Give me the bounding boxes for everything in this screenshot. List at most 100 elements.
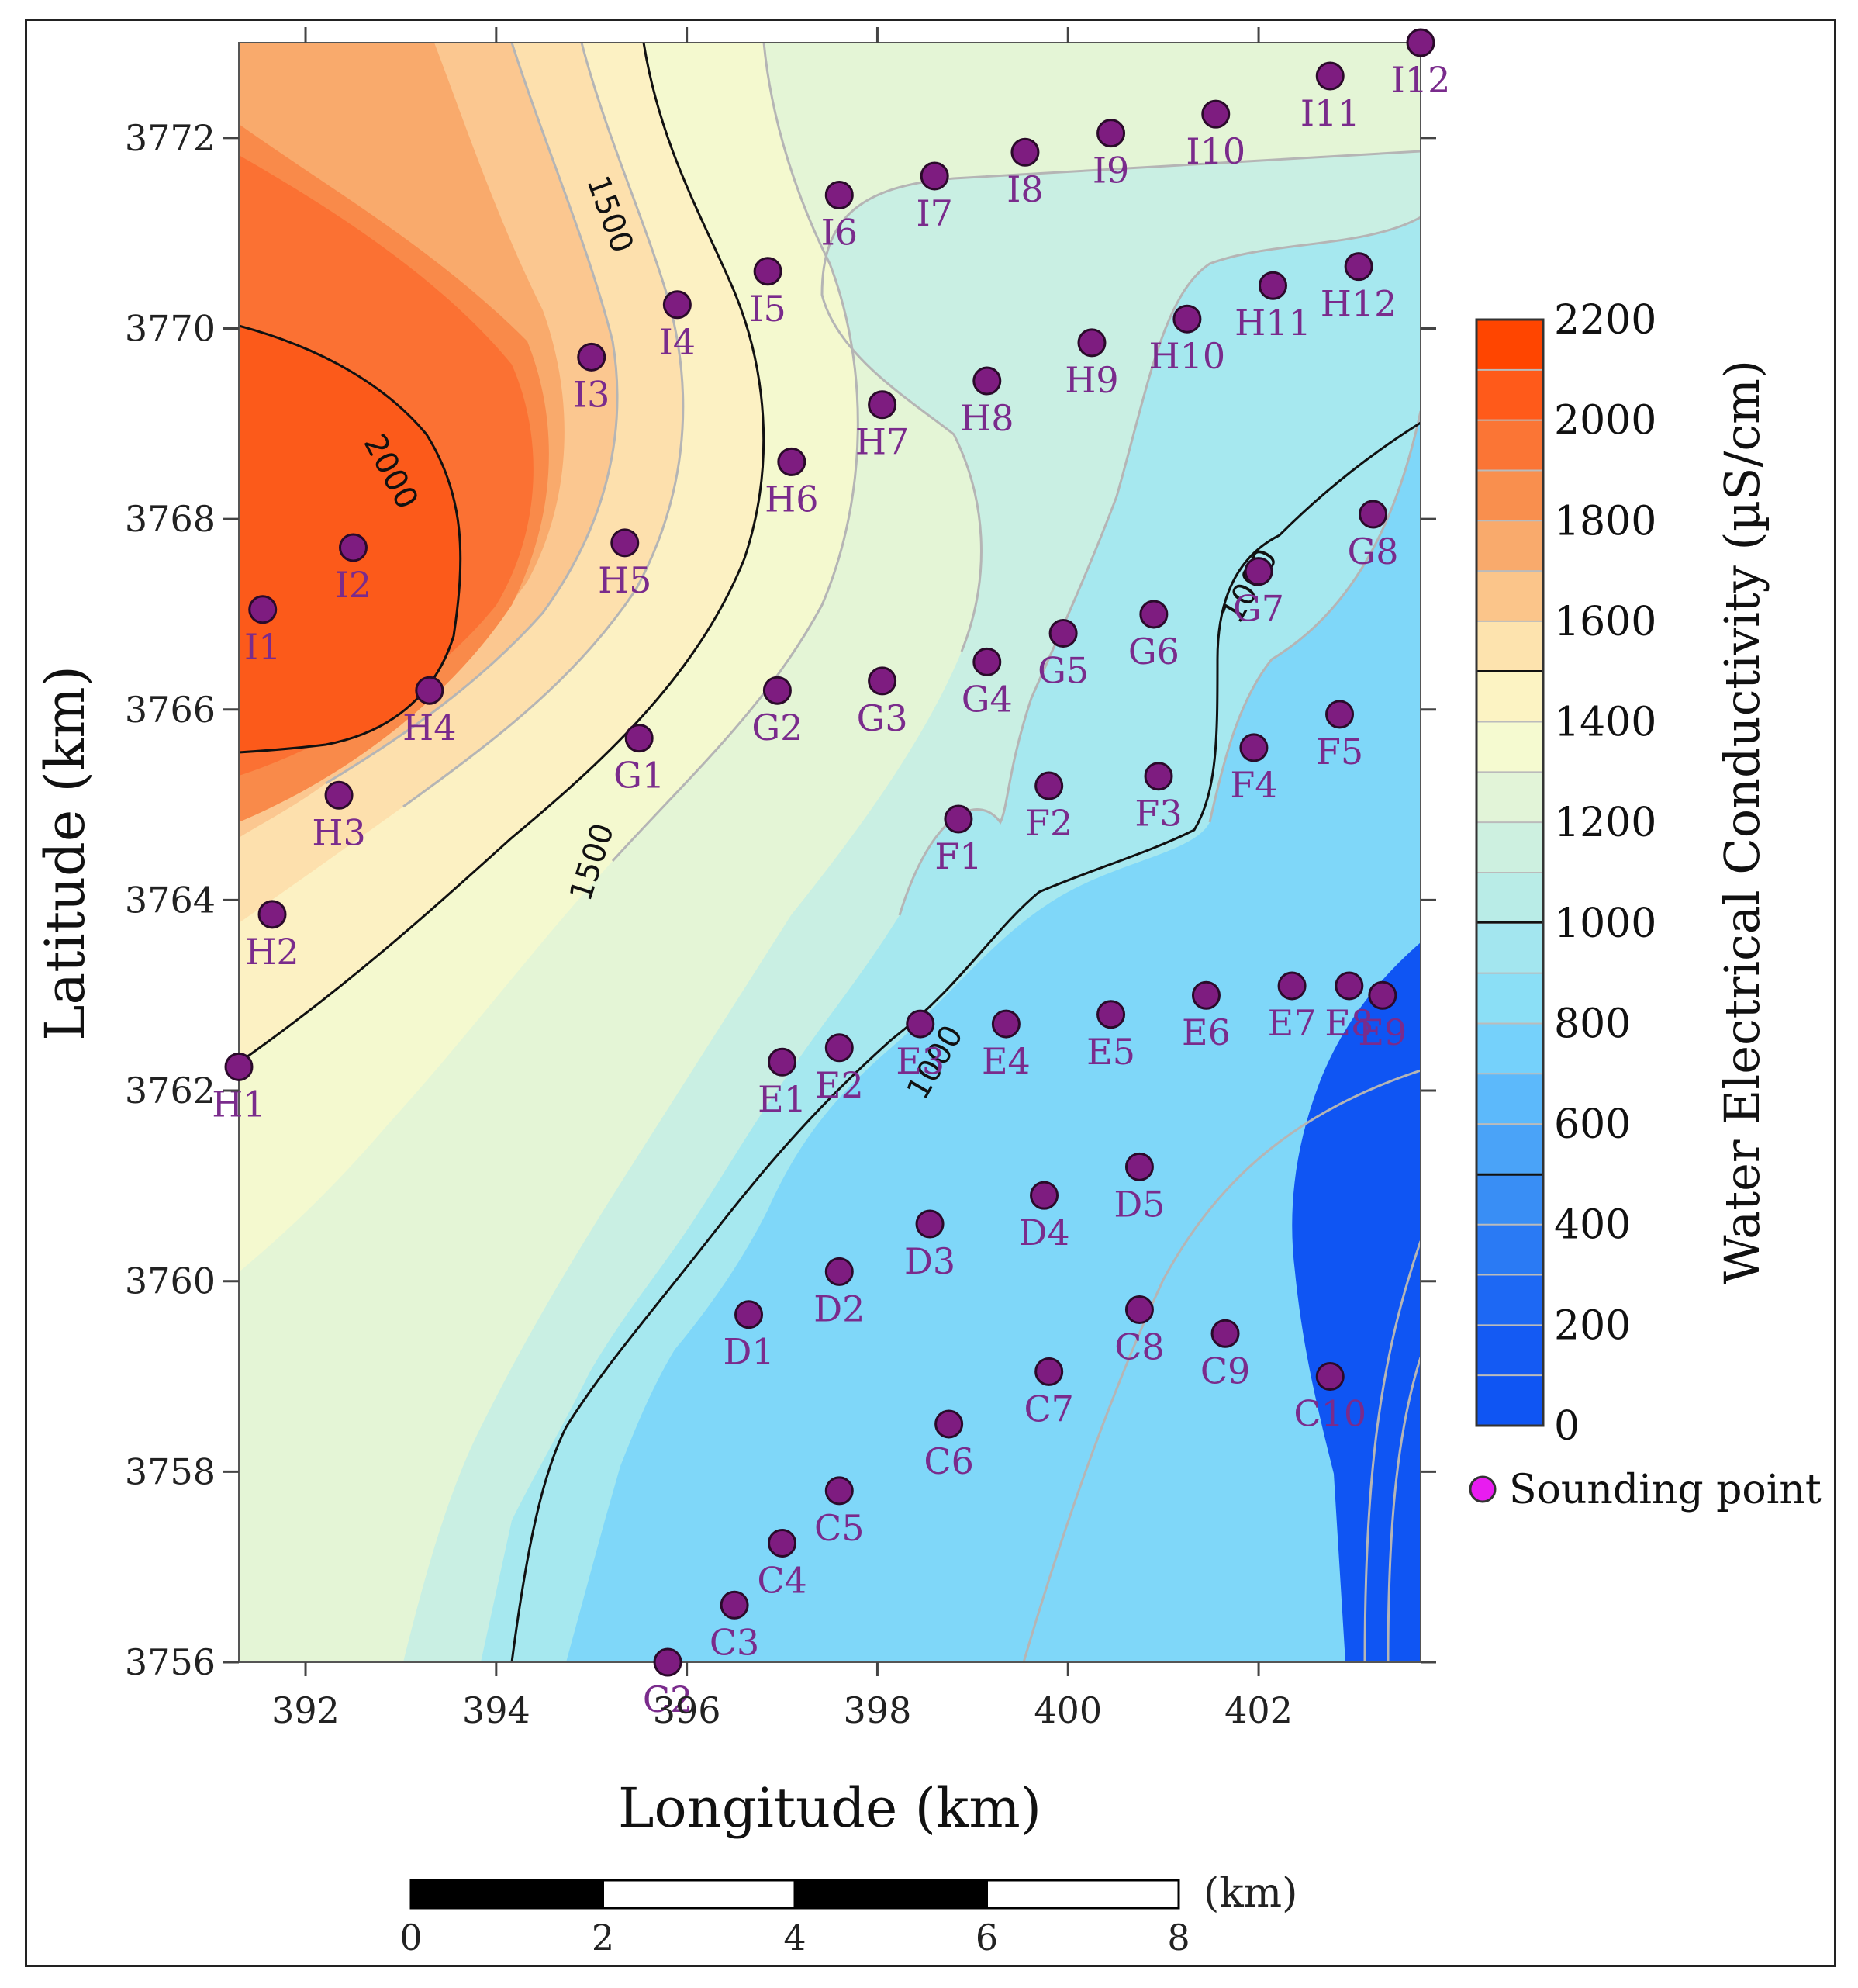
sounding-point-marker[interactable]: [944, 804, 973, 834]
sounding-point[interactable]: E8: [1324, 971, 1373, 1044]
sounding-point-marker[interactable]: [824, 1033, 854, 1063]
sounding-point-marker[interactable]: [257, 900, 287, 929]
sounding-point-marker[interactable]: [1315, 1362, 1345, 1392]
sounding-point-marker[interactable]: [920, 161, 949, 191]
sounding-point[interactable]: E7: [1268, 971, 1317, 1044]
sounding-point[interactable]: G2: [751, 676, 803, 749]
sounding-point[interactable]: I12: [1391, 28, 1451, 101]
sounding-point[interactable]: C6: [924, 1409, 974, 1482]
sounding-point-marker[interactable]: [1124, 1152, 1154, 1181]
sounding-point-marker[interactable]: [624, 724, 654, 753]
sounding-point[interactable]: C3: [710, 1590, 759, 1663]
sounding-point[interactable]: I1: [244, 595, 281, 668]
sounding-point[interactable]: I5: [749, 257, 786, 330]
sounding-point[interactable]: H10: [1149, 304, 1226, 377]
sounding-point[interactable]: E5: [1086, 1000, 1135, 1073]
sounding-point-marker[interactable]: [1139, 600, 1169, 629]
sounding-point[interactable]: C2: [643, 1647, 692, 1720]
sounding-point-marker[interactable]: [1144, 762, 1173, 791]
sounding-point-marker[interactable]: [415, 676, 444, 705]
sounding-point-marker[interactable]: [972, 647, 1002, 676]
sounding-point-marker[interactable]: [1259, 271, 1287, 300]
sounding-point-marker[interactable]: [662, 290, 692, 320]
sounding-point-marker[interactable]: [1368, 980, 1397, 1010]
sounding-point-marker[interactable]: [1030, 1181, 1059, 1210]
sounding-point-marker[interactable]: [1191, 980, 1221, 1010]
sounding-point-marker[interactable]: [224, 1052, 254, 1081]
sounding-point-marker[interactable]: [934, 1409, 964, 1439]
sounding-point-marker[interactable]: [1359, 500, 1388, 529]
sounding-point-marker[interactable]: [1325, 700, 1355, 729]
sounding-point[interactable]: H6: [765, 447, 819, 520]
sounding-point[interactable]: H4: [402, 676, 457, 749]
sounding-point-marker[interactable]: [1077, 328, 1107, 358]
sounding-point[interactable]: E1: [758, 1047, 806, 1120]
sounding-point-marker[interactable]: [653, 1647, 682, 1677]
sounding-point-marker[interactable]: [1277, 971, 1307, 1001]
sounding-point-marker[interactable]: [720, 1590, 749, 1620]
sounding-point[interactable]: D5: [1114, 1152, 1166, 1225]
sounding-point-marker[interactable]: [248, 595, 278, 624]
sounding-point-marker[interactable]: [991, 1009, 1021, 1039]
sounding-point-marker[interactable]: [768, 1528, 797, 1558]
sounding-point[interactable]: G4: [962, 647, 1013, 720]
sounding-point[interactable]: E3: [896, 1009, 945, 1082]
sounding-point[interactable]: G8: [1348, 500, 1399, 572]
sounding-point-marker[interactable]: [906, 1009, 935, 1039]
sounding-point[interactable]: C8: [1114, 1295, 1165, 1368]
sounding-point[interactable]: D3: [904, 1209, 955, 1282]
sounding-point-marker[interactable]: [1048, 619, 1078, 648]
sounding-point[interactable]: E4: [982, 1009, 1031, 1082]
sounding-point-marker[interactable]: [1335, 971, 1364, 1001]
sounding-point[interactable]: H1: [212, 1052, 266, 1125]
sounding-point-marker[interactable]: [972, 366, 1002, 396]
sounding-point[interactable]: I8: [1007, 137, 1044, 210]
sounding-point-marker[interactable]: [824, 1476, 854, 1506]
sounding-point[interactable]: G3: [857, 666, 908, 739]
sounding-point-marker[interactable]: [1096, 119, 1126, 148]
sounding-point[interactable]: G1: [613, 724, 665, 797]
sounding-point[interactable]: C5: [814, 1476, 865, 1549]
sounding-point-marker[interactable]: [1096, 1000, 1126, 1029]
sounding-point-marker[interactable]: [753, 257, 782, 286]
sounding-point[interactable]: G5: [1038, 619, 1089, 692]
sounding-point[interactable]: G6: [1128, 600, 1179, 672]
sounding-point[interactable]: I4: [659, 290, 696, 363]
sounding-point[interactable]: I11: [1300, 61, 1360, 134]
sounding-point[interactable]: H9: [1065, 328, 1119, 401]
sounding-point[interactable]: H5: [598, 528, 651, 601]
sounding-point[interactable]: C10: [1293, 1362, 1366, 1435]
sounding-point[interactable]: I9: [1093, 119, 1129, 192]
sounding-point-marker[interactable]: [768, 1047, 797, 1077]
sounding-point[interactable]: I3: [573, 342, 610, 415]
sounding-point[interactable]: H2: [245, 900, 299, 973]
sounding-point[interactable]: I10: [1186, 99, 1245, 172]
sounding-point-marker[interactable]: [734, 1300, 764, 1329]
sounding-point-marker[interactable]: [777, 447, 806, 476]
sounding-point-marker[interactable]: [1315, 61, 1345, 91]
sounding-point-marker[interactable]: [1124, 1295, 1154, 1325]
sounding-point[interactable]: E6: [1182, 980, 1231, 1053]
sounding-point[interactable]: I6: [821, 181, 858, 254]
sounding-point-marker[interactable]: [868, 666, 897, 696]
sounding-point[interactable]: F2: [1025, 771, 1072, 844]
sounding-point[interactable]: C7: [1024, 1357, 1074, 1430]
sounding-point[interactable]: D4: [1018, 1181, 1070, 1253]
sounding-point-marker[interactable]: [1010, 137, 1040, 167]
sounding-point-marker[interactable]: [1034, 771, 1064, 800]
sounding-point-marker[interactable]: [338, 533, 368, 562]
sounding-point-marker[interactable]: [324, 780, 354, 810]
sounding-point[interactable]: F5: [1316, 700, 1363, 773]
sounding-point-marker[interactable]: [577, 342, 606, 372]
sounding-point[interactable]: I2: [335, 533, 371, 606]
sounding-point-marker[interactable]: [1344, 252, 1373, 282]
sounding-point-marker[interactable]: [824, 1257, 854, 1286]
sounding-point-marker[interactable]: [915, 1209, 945, 1239]
sounding-point-marker[interactable]: [1034, 1357, 1064, 1386]
sounding-point[interactable]: H11: [1235, 271, 1311, 344]
sounding-point[interactable]: I7: [916, 161, 953, 234]
sounding-point-marker[interactable]: [824, 181, 854, 210]
sounding-point-marker[interactable]: [1172, 304, 1202, 334]
sounding-point[interactable]: H8: [960, 366, 1014, 439]
sounding-point-marker[interactable]: [1210, 1319, 1240, 1348]
